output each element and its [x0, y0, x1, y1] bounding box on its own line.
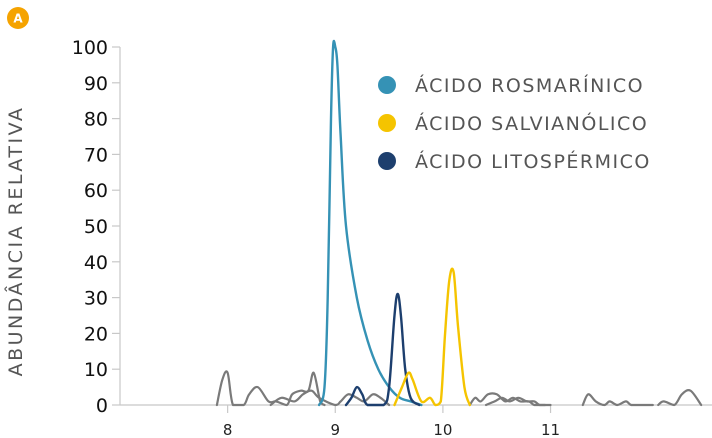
x-tick-label: 8 [223, 421, 233, 438]
y-axis-label: ABUNDÂNCIA RELATIVA [4, 106, 27, 377]
y-tick-label: 40 [84, 252, 108, 274]
series-line-1 [393, 267, 471, 407]
legend-label: ÁCIDO LITOSPÉRMICO [415, 150, 651, 173]
series-line-2 [344, 292, 421, 407]
panel-badge-label: A [13, 12, 23, 26]
series-layer [215, 39, 703, 407]
background-trace-4 [269, 389, 391, 407]
y-tick-label: 60 [84, 180, 108, 202]
y-tick-label: 50 [84, 216, 108, 238]
background-trace-3 [215, 370, 326, 407]
y-tick-label: 30 [84, 288, 108, 310]
legend-swatch [378, 76, 396, 94]
y-axis-ticks: 0 10 20 30 40 50 60 70 80 90 100 [72, 37, 120, 417]
legend-label: ÁCIDO ROSMARÍNICO [415, 74, 644, 97]
background-trace-5 [468, 392, 547, 407]
legend: ÁCIDO ROSMARÍNICO ÁCIDO SALVIANÓLICO ÁCIDO… [378, 74, 651, 173]
legend-label: ÁCIDO SALVIANÓLICO [415, 111, 648, 135]
x-tick-label: 10 [433, 421, 452, 438]
x-tick-label: 11 [541, 421, 560, 438]
x-axis-ticks: 8 9 10 11 [223, 405, 560, 438]
y-tick-label: 10 [84, 359, 108, 381]
y-tick-label: 90 [84, 73, 108, 95]
y-tick-label: 20 [84, 323, 108, 345]
y-tick-label: 70 [84, 144, 108, 166]
legend-swatch [378, 114, 396, 132]
y-tick-label: 80 [84, 109, 108, 131]
panel-badge-circle [7, 7, 29, 29]
y-tick-label: 0 [96, 395, 108, 417]
legend-swatch [378, 152, 396, 170]
background-trace-6 [484, 396, 552, 407]
background-trace-8 [657, 389, 703, 407]
background-trace-7 [581, 393, 654, 407]
x-tick-label: 9 [330, 421, 340, 438]
y-tick-label: 100 [72, 37, 108, 59]
panel-badge: A [7, 7, 29, 29]
series-line-0 [317, 39, 423, 407]
